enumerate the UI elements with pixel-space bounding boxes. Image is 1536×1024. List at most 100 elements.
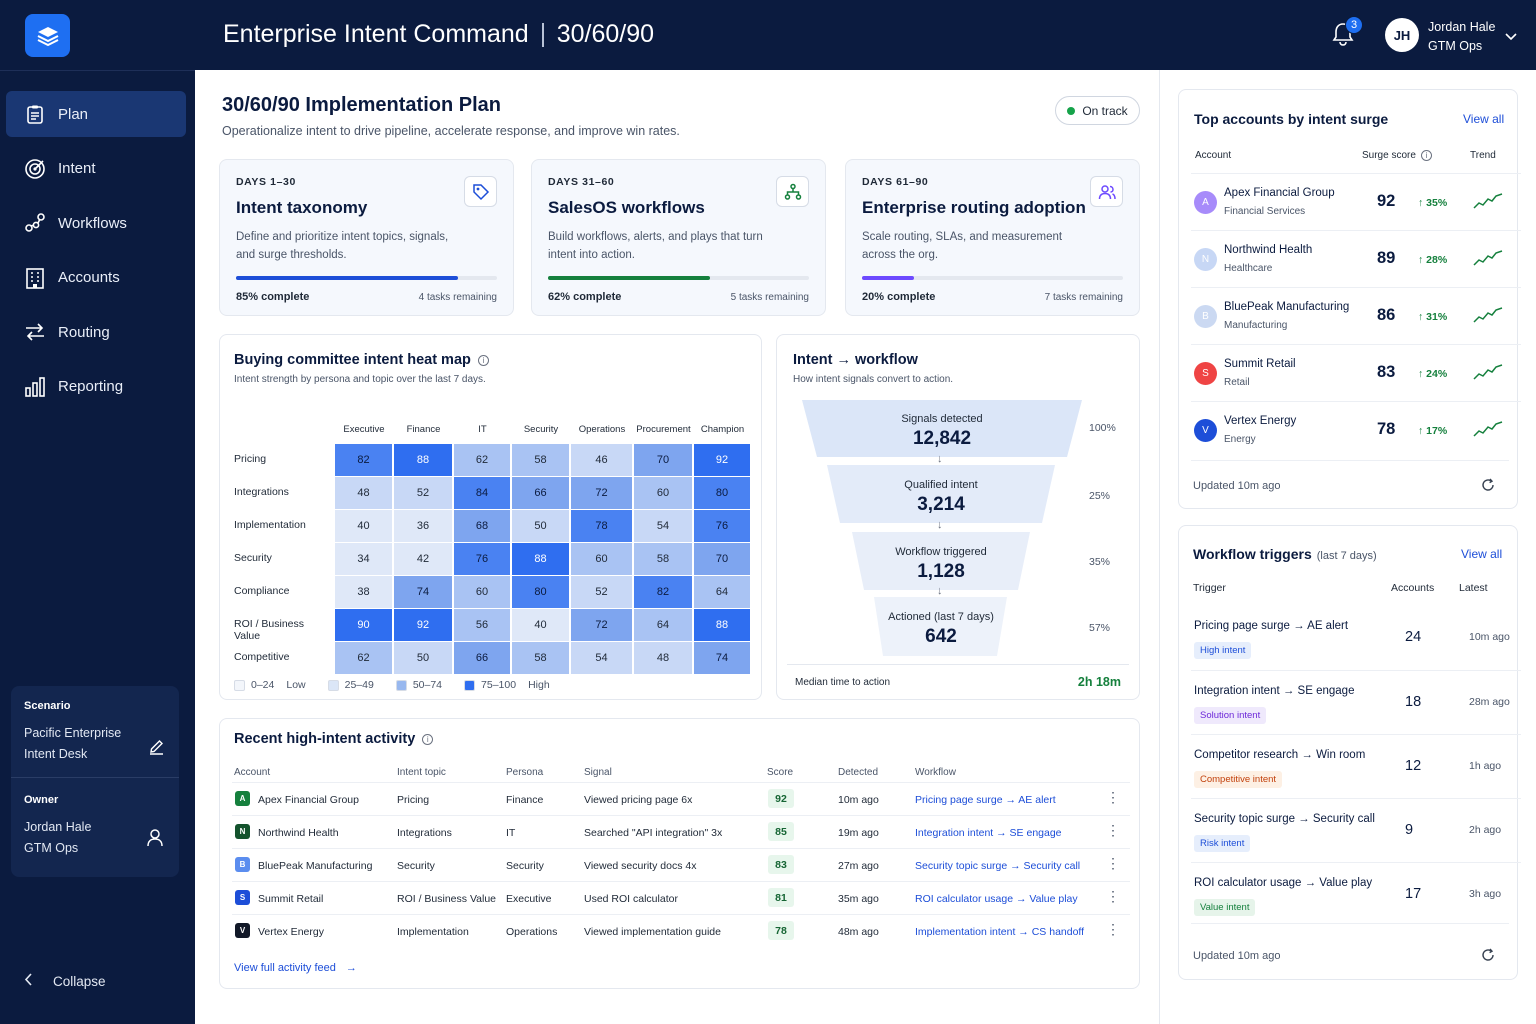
heatmap-cell[interactable]: 68 [454, 510, 510, 542]
table-row[interactable]: V Vertex Energy Implementation Operations Vi… [232, 914, 1130, 947]
heatmap-cell[interactable]: 92 [394, 609, 452, 641]
nav-item-plan[interactable]: Plan [6, 91, 186, 137]
phase-card-3[interactable]: DAYS 61–90 Enterprise routing adoption S… [845, 159, 1140, 316]
heatmap-cell[interactable]: 80 [512, 576, 569, 608]
heatmap-cell[interactable]: 36 [394, 510, 452, 542]
heatmap-cell[interactable]: 58 [512, 642, 569, 674]
heatmap-cell[interactable]: 48 [335, 477, 392, 509]
more-options-icon[interactable]: ⋮ [1106, 822, 1120, 838]
heatmap-cell[interactable]: 82 [335, 444, 392, 476]
heatmap-cell[interactable]: 58 [634, 543, 692, 575]
list-item[interactable]: Security topic surge → Security call Risk… [1191, 798, 1521, 862]
nav-item-reporting[interactable]: Reporting [6, 364, 186, 410]
phase-card-2[interactable]: DAYS 31–60 SalesOS workflows Build workf… [531, 159, 826, 316]
heatmap-cell[interactable]: 70 [694, 543, 750, 575]
workflow-link[interactable]: Implementation intent → CS handoff [915, 926, 1085, 938]
table-row[interactable]: S Summit Retail ROI / Business Value Execut… [232, 881, 1130, 914]
heatmap-cell[interactable]: 48 [634, 642, 692, 674]
heatmap-cell[interactable]: 62 [335, 642, 392, 674]
user-menu[interactable]: Jordan Hale GTM Ops [1428, 18, 1495, 56]
heatmap-cell[interactable]: 76 [694, 510, 750, 542]
heatmap-cell[interactable]: 60 [634, 477, 692, 509]
list-item[interactable]: Competitor research → Win room Competitiv… [1191, 734, 1521, 798]
heatmap-cell[interactable]: 40 [335, 510, 392, 542]
heatmap-cell[interactable]: 34 [335, 543, 392, 575]
heatmap-cell[interactable]: 72 [571, 477, 632, 509]
more-options-icon[interactable]: ⋮ [1106, 921, 1120, 937]
heatmap-cell[interactable]: 88 [694, 609, 750, 641]
list-item[interactable]: A Apex Financial Group Financial Services 9… [1191, 173, 1521, 230]
heatmap-cell[interactable]: 50 [394, 642, 452, 674]
info-icon[interactable]: i [477, 354, 489, 366]
list-item[interactable]: ROI calculator usage → Value play Value i… [1191, 862, 1521, 926]
info-icon[interactable]: i [422, 733, 434, 745]
heatmap-cell[interactable]: 64 [634, 609, 692, 641]
more-options-icon[interactable]: ⋮ [1106, 888, 1120, 904]
heatmap-cell[interactable]: 82 [634, 576, 692, 608]
heatmap-cell[interactable]: 52 [394, 477, 452, 509]
more-options-icon[interactable]: ⋮ [1106, 855, 1120, 871]
heatmap-cell[interactable]: 54 [634, 510, 692, 542]
heatmap-cell[interactable]: 78 [571, 510, 632, 542]
heatmap-cell[interactable]: 76 [454, 543, 510, 575]
list-item[interactable]: Integration intent → SE engage Solution i… [1191, 670, 1521, 734]
nav-item-intent[interactable]: Intent [6, 146, 186, 192]
heatmap-cell[interactable]: 50 [512, 510, 569, 542]
workflow-link[interactable]: Pricing page surge → AE alert [915, 794, 1056, 806]
heatmap-cell[interactable]: 54 [571, 642, 632, 674]
triggers-view-all[interactable]: View all [1461, 547, 1503, 561]
heatmap-cell[interactable]: 52 [571, 576, 632, 608]
edit-icon[interactable] [148, 738, 165, 760]
heatmap-cell[interactable]: 62 [454, 444, 510, 476]
refresh-icon[interactable] [1481, 478, 1495, 497]
heatmap-cell[interactable]: 66 [512, 477, 569, 509]
heatmap-cell[interactable]: 90 [335, 609, 392, 641]
nav-item-workflows[interactable]: Workflows [6, 200, 186, 246]
heatmap-cell[interactable]: 46 [571, 444, 632, 476]
table-row[interactable]: B BluePeak Manufacturing Security Security V… [232, 848, 1130, 881]
app-logo[interactable] [25, 14, 70, 57]
heatmap-cell[interactable]: 60 [571, 543, 632, 575]
info-icon[interactable]: i [1420, 150, 1432, 161]
chevron-down-icon[interactable] [1505, 28, 1517, 46]
list-item[interactable]: Pricing page surge → AE alert High intent… [1191, 606, 1521, 670]
heatmap-cell[interactable]: 42 [394, 543, 452, 575]
heatmap-cell[interactable]: 72 [571, 609, 632, 641]
heatmap-cell[interactable]: 80 [694, 477, 750, 509]
heatmap-cell[interactable]: 88 [394, 444, 452, 476]
heatmap-cell[interactable]: 74 [394, 576, 452, 608]
refresh-icon[interactable] [1481, 948, 1495, 967]
heatmap-cell[interactable]: 84 [454, 477, 510, 509]
table-row[interactable]: N Northwind Health Integrations IT Searched … [232, 815, 1130, 848]
list-item[interactable]: V Vertex Energy Energy 78 ↑ 17% [1191, 401, 1521, 458]
heatmap-cell[interactable]: 74 [694, 642, 750, 674]
heatmap-cell[interactable]: 38 [335, 576, 392, 608]
table-row[interactable]: A Apex Financial Group Pricing Finance Viewe… [232, 782, 1130, 815]
workflow-link[interactable]: Integration intent → SE engage [915, 827, 1062, 839]
heatmap-cell[interactable]: 66 [454, 642, 510, 674]
user-icon[interactable] [146, 828, 164, 852]
list-item[interactable]: S Summit Retail Retail 83 ↑ 24% [1191, 344, 1521, 401]
heatmap-cell[interactable]: 58 [512, 444, 569, 476]
heatmap-cell[interactable]: 70 [634, 444, 692, 476]
list-item[interactable]: B BluePeak Manufacturing Manufacturing 86 ↑ … [1191, 287, 1521, 344]
heatmap-cell[interactable]: 60 [454, 576, 510, 608]
workflow-link[interactable]: Security topic surge → Security call [915, 860, 1081, 872]
notifications-button[interactable]: 3 [1332, 16, 1363, 51]
heatmap-cell[interactable]: 88 [512, 543, 569, 575]
nav-item-accounts[interactable]: Accounts [6, 255, 186, 301]
phase-card-1[interactable]: DAYS 1–30 Intent taxonomy Define and pri… [219, 159, 514, 316]
heatmap-cell[interactable]: 64 [694, 576, 750, 608]
more-options-icon[interactable]: ⋮ [1106, 789, 1120, 805]
top-accounts-view-all[interactable]: View all [1463, 112, 1505, 126]
col-header: Account [234, 767, 271, 778]
collapse-button[interactable]: Collapse [24, 973, 106, 989]
heatmap-cell[interactable]: 56 [454, 609, 510, 641]
heatmap-cell[interactable]: 40 [512, 609, 569, 641]
list-item[interactable]: N Northwind Health Healthcare 89 ↑ 28% [1191, 230, 1521, 287]
view-activity-feed-link[interactable]: View full activity feed → [234, 962, 357, 974]
workflow-link[interactable]: ROI calculator usage → Value play [915, 893, 1078, 905]
nav-item-routing[interactable]: Routing [6, 309, 186, 355]
avatar[interactable]: JH [1385, 18, 1419, 52]
heatmap-cell[interactable]: 92 [694, 444, 750, 476]
